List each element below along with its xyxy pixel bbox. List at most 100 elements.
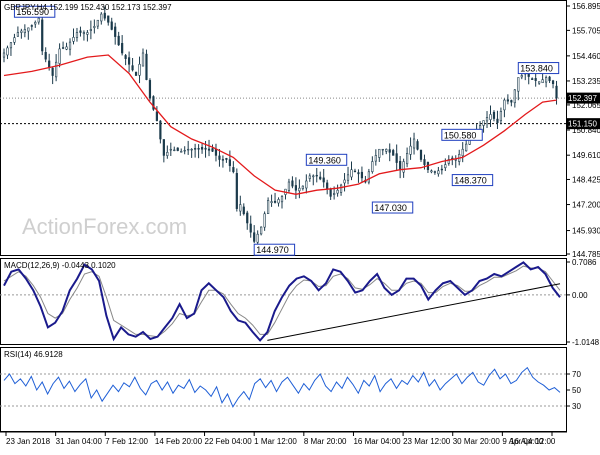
candle <box>367 168 370 185</box>
x-tick-label: 8 Mar 20:00 <box>304 437 347 446</box>
candle <box>499 107 503 125</box>
x-tick-label: 22 Feb 04:00 <box>205 437 253 446</box>
price-header: GBPJPY,H4 152.199 152.430 152.173 152.39… <box>4 3 172 12</box>
candle-body <box>27 27 30 32</box>
candle-body <box>353 170 357 173</box>
candle-body <box>100 13 103 22</box>
candle-body <box>301 185 304 189</box>
candle <box>555 80 558 105</box>
candle <box>433 170 437 175</box>
candle <box>89 20 92 40</box>
candle-body <box>58 48 61 64</box>
candle <box>41 10 44 56</box>
candle-body <box>228 159 231 166</box>
price-annotation-box <box>253 243 296 256</box>
candle-body <box>489 114 492 120</box>
candle <box>277 197 280 207</box>
x-tick-label: 16 Mar 04:00 <box>353 437 401 446</box>
candle-body <box>531 78 534 80</box>
candle-body <box>65 46 68 50</box>
candle-body <box>517 77 520 92</box>
candle <box>23 24 26 38</box>
candle-body <box>551 80 555 85</box>
candle-body <box>454 159 457 161</box>
candle-body <box>482 120 485 126</box>
candle <box>301 185 304 191</box>
candle-body <box>159 120 162 140</box>
price-annotation-label: 148.370 <box>454 176 487 186</box>
candle-body <box>266 200 270 215</box>
candle <box>211 144 214 152</box>
candle-body <box>249 223 252 233</box>
rsi-panel-frame <box>0 347 567 432</box>
price-annotation-label: 156.590 <box>16 7 49 17</box>
candle-body <box>520 75 523 78</box>
candle <box>551 79 555 89</box>
candle-body <box>138 63 141 76</box>
price-annotation: 147.030 <box>371 201 414 214</box>
candle <box>503 98 506 118</box>
price-y-tick-label: 149.610 <box>572 151 600 160</box>
rsi-y-tick-label: 30 <box>572 402 581 411</box>
candle-body <box>256 233 259 243</box>
macd-main-line <box>3 261 561 342</box>
price-annotation-box <box>13 5 56 18</box>
candle <box>197 144 200 159</box>
candle <box>103 6 106 21</box>
candle-body <box>134 71 138 76</box>
candle <box>121 35 124 56</box>
candle-body <box>152 96 155 110</box>
candle <box>496 110 499 129</box>
candle <box>346 166 350 185</box>
candle <box>20 28 23 39</box>
candle <box>485 111 489 129</box>
candle-body <box>2 52 6 58</box>
candle-body <box>13 37 16 43</box>
x-tick-label: 23 Mar 12:00 <box>403 437 451 446</box>
candle-body <box>388 149 391 153</box>
candle-body <box>162 139 165 156</box>
candle-body <box>6 47 9 56</box>
candle-body <box>538 81 541 84</box>
candle <box>412 132 416 155</box>
candle-body <box>333 192 336 195</box>
rsi-y-tick-label: 50 <box>572 386 581 395</box>
candle-body <box>41 19 44 52</box>
candle-body <box>322 177 325 183</box>
candle <box>451 155 454 166</box>
candle-body <box>298 187 301 192</box>
candle-body <box>291 180 294 187</box>
candle-body <box>360 171 364 179</box>
candle <box>44 47 47 63</box>
candle-body <box>263 213 266 228</box>
candle-body <box>416 141 419 150</box>
candle-body <box>44 52 47 60</box>
x-tick-label: 31 Jan 04:00 <box>56 437 103 446</box>
price-annotation-box <box>441 128 483 141</box>
candle <box>249 215 252 238</box>
candle-body <box>499 111 503 122</box>
candle-body <box>326 182 329 190</box>
candle <box>385 148 388 155</box>
candle <box>225 157 228 163</box>
candle-body <box>544 77 548 83</box>
price-y-tick-label: 148.425 <box>572 175 600 184</box>
candle <box>152 95 155 111</box>
candle-body <box>218 155 221 160</box>
candle <box>360 166 364 183</box>
candle <box>13 33 16 45</box>
candle <box>284 188 287 200</box>
x-tick-label: 1 Mar 12:00 <box>254 437 297 446</box>
candle-body <box>392 150 395 156</box>
candle <box>280 195 284 209</box>
candle <box>381 148 384 156</box>
candle <box>16 26 20 37</box>
candle <box>399 156 402 179</box>
price-watermark: ActionForex.com <box>22 214 187 239</box>
candle-body <box>207 148 211 151</box>
candle-body <box>419 149 423 160</box>
candle-body <box>114 26 117 37</box>
candle-body <box>437 170 440 175</box>
candle <box>326 179 329 195</box>
candle-body <box>280 196 284 203</box>
